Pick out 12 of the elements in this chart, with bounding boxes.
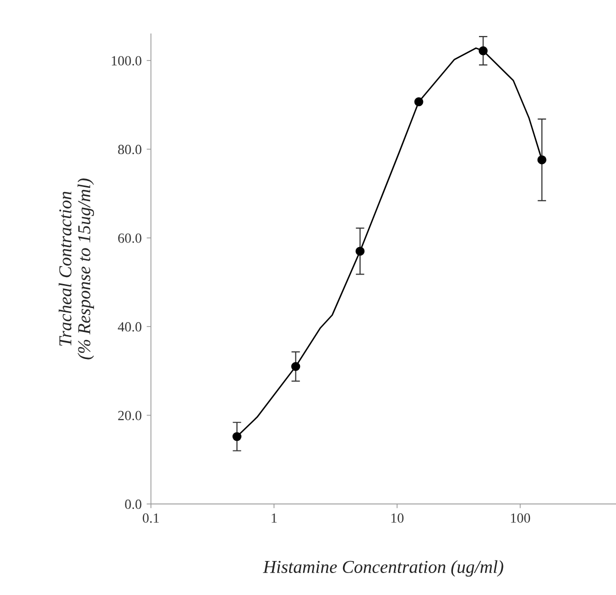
y-tick-label: 40.0 [118, 322, 142, 332]
x-tick-label: 1 [272, 513, 277, 523]
y-tick-label: 0.0 [125, 500, 142, 509]
y-axis-title: Tracheal Contraction (% Response to 15ug/ml) [58, 178, 94, 360]
y-tick-label: 100.0 [112, 56, 142, 66]
x-tick-label: 100 [511, 513, 530, 523]
y-tick-label: 20.0 [118, 410, 142, 420]
x-tick-label: 0.1 [142, 513, 159, 523]
x-tick-label: 10 [391, 513, 404, 523]
x-axis-title: Histamine Concentration (ug/ml) [262, 560, 504, 577]
y-tick-label: 80.0 [118, 144, 142, 154]
y-tick-label: 60.0 [118, 233, 142, 243]
